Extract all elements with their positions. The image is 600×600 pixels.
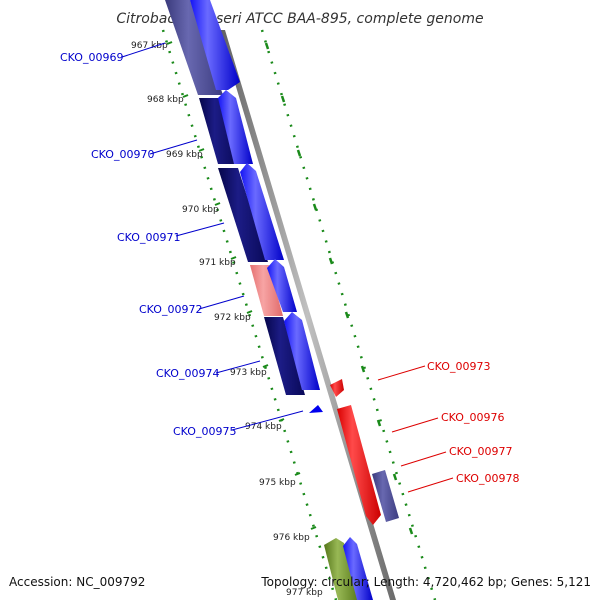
gene-block-navy[interactable] bbox=[264, 317, 305, 395]
reverse-strand-genes bbox=[330, 379, 399, 525]
outer-tick-dash bbox=[214, 202, 221, 206]
forward-gene-labels: CKO_00969 CKO_00970 CKO_00971 CKO_00972 … bbox=[60, 51, 236, 438]
inner-tick-dash bbox=[312, 203, 318, 211]
inner-scale-dots bbox=[260, 29, 437, 600]
outer-ring-genes bbox=[165, 0, 305, 395]
leader-line bbox=[391, 417, 439, 433]
gene-block-navy[interactable] bbox=[218, 168, 268, 262]
gene-label-forward[interactable]: CKO_00969 bbox=[60, 51, 123, 64]
inner-tick-dash bbox=[328, 257, 334, 265]
outer-scale-dots bbox=[161, 29, 338, 600]
outer-tick-dash bbox=[262, 364, 269, 368]
inner-tick-dash bbox=[344, 311, 350, 319]
accession-text: Accession: NC_009792 bbox=[9, 575, 145, 589]
gene-arrow-blue[interactable] bbox=[240, 163, 284, 260]
tick-label: 974 kbp bbox=[245, 422, 282, 432]
leader-line bbox=[407, 477, 454, 493]
outer-tick-dash bbox=[278, 418, 285, 422]
inner-tick-dash bbox=[264, 42, 270, 50]
tick-label: 971 kbp bbox=[199, 258, 236, 268]
inner-tick-dash bbox=[360, 365, 366, 373]
outer-tick-dash bbox=[230, 256, 237, 260]
outer-tick-dash bbox=[166, 41, 173, 45]
gene-arrow-blue[interactable] bbox=[218, 90, 253, 164]
inner-tick-dash bbox=[376, 419, 382, 427]
tick-label: 970 kbp bbox=[182, 205, 219, 215]
outer-tick-dash bbox=[182, 94, 189, 98]
tick-label: 968 kbp bbox=[147, 95, 184, 105]
inner-tick-dash bbox=[296, 149, 302, 157]
gene-label-reverse[interactable]: CKO_00978 bbox=[456, 472, 519, 485]
gene-arrow-olive[interactable] bbox=[324, 538, 358, 600]
leader-line bbox=[175, 222, 225, 237]
bottom-genes bbox=[324, 537, 373, 600]
gene-arrow-blue[interactable] bbox=[267, 259, 297, 312]
topology-text: Topology: circular; Length: 4,720,462 bp… bbox=[260, 575, 591, 589]
leader-line bbox=[198, 295, 245, 310]
gene-label-forward[interactable]: CKO_00971 bbox=[117, 231, 180, 244]
gene-block-slate-reverse[interactable] bbox=[372, 470, 399, 522]
gene-label-reverse[interactable]: CKO_00976 bbox=[441, 411, 504, 424]
reverse-leader-lines bbox=[377, 365, 454, 493]
leader-line bbox=[231, 410, 304, 431]
leader-line bbox=[215, 360, 261, 374]
gene-arrow-small[interactable] bbox=[309, 405, 323, 413]
gene-arrow-blue[interactable] bbox=[284, 312, 320, 390]
leader-line bbox=[121, 42, 166, 58]
tick-label: 972 kbp bbox=[214, 313, 251, 323]
inner-tick-dash bbox=[408, 527, 414, 535]
gene-label-reverse[interactable]: CKO_00977 bbox=[449, 445, 512, 458]
outer-tick-dash bbox=[198, 148, 205, 152]
tick-label: 967 kbp bbox=[131, 41, 168, 51]
gene-label-reverse[interactable]: CKO_00973 bbox=[427, 360, 490, 373]
forward-leader-lines bbox=[121, 42, 304, 431]
leader-line bbox=[400, 451, 447, 467]
tick-label: 975 kbp bbox=[259, 478, 296, 488]
gene-arrow-blue[interactable] bbox=[190, 0, 240, 90]
tick-label: 973 kbp bbox=[230, 368, 267, 378]
gene-arrow-blue-bottom[interactable] bbox=[343, 537, 373, 600]
gene-arrow-red[interactable] bbox=[337, 405, 381, 525]
outer-tick-dash bbox=[246, 310, 253, 314]
gene-label-forward[interactable]: CKO_00975 bbox=[173, 425, 236, 438]
outer-scale-track bbox=[161, 29, 338, 600]
tick-label: 969 kbp bbox=[166, 150, 203, 160]
gene-label-forward[interactable]: CKO_00972 bbox=[139, 303, 202, 316]
inner-tick-dash bbox=[280, 95, 286, 103]
gene-block-pink[interactable] bbox=[250, 265, 283, 316]
outer-tick-dash bbox=[294, 472, 301, 476]
outer-tick-dash bbox=[310, 526, 317, 530]
gene-block-navy[interactable] bbox=[199, 98, 238, 164]
tick-labels: 967 kbp 968 kbp 969 kbp 970 kbp 971 kbp … bbox=[131, 41, 323, 598]
gene-arrow-red-small[interactable] bbox=[330, 379, 344, 397]
gene-label-forward[interactable]: CKO_00970 bbox=[91, 148, 154, 161]
inner-scale-track bbox=[260, 29, 437, 600]
leader-line bbox=[149, 139, 198, 155]
inner-tick-dash bbox=[392, 473, 398, 481]
tick-label: 977 kbp bbox=[286, 588, 323, 598]
tick-label: 976 kbp bbox=[273, 533, 310, 543]
gene-block-slate[interactable] bbox=[165, 0, 223, 95]
reverse-gene-labels: CKO_00973 CKO_00976 CKO_00977 CKO_00978 bbox=[427, 360, 519, 485]
inner-ring-forward-genes bbox=[190, 0, 323, 413]
gene-label-forward[interactable]: CKO_00974 bbox=[156, 367, 219, 380]
leader-line bbox=[377, 365, 426, 381]
